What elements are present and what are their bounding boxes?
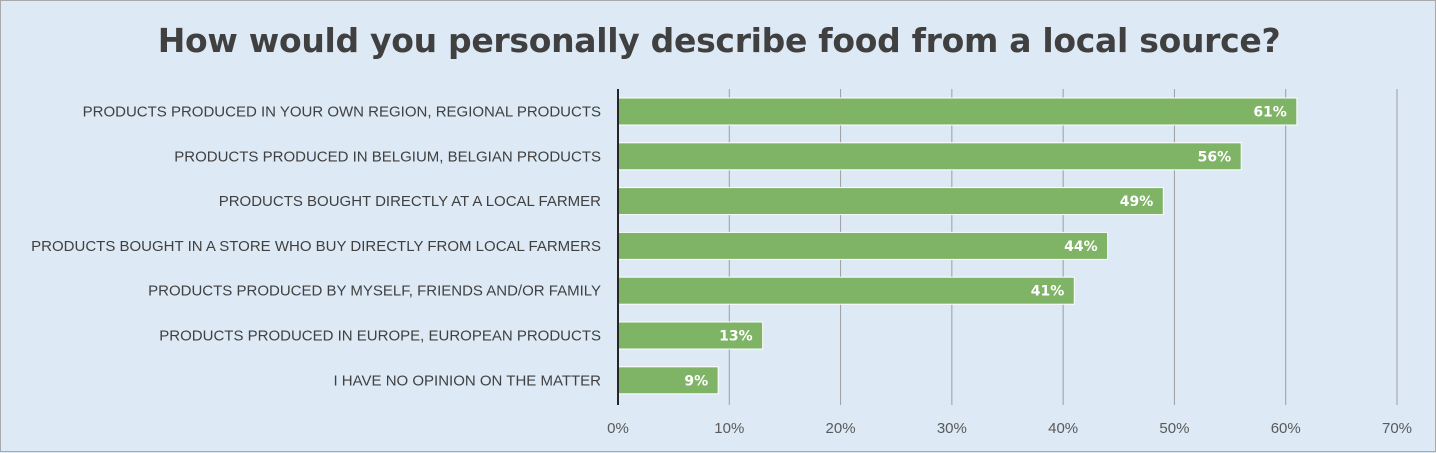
bar — [617, 187, 1164, 216]
x-tick-label: 70% — [1382, 420, 1412, 437]
bar — [617, 276, 1075, 305]
data-label: 13% — [719, 329, 753, 345]
x-tick-label: 20% — [826, 420, 856, 437]
bar — [617, 321, 764, 350]
x-tick-label: 60% — [1271, 420, 1301, 437]
category-label: PRODUCTS PRODUCED IN EUROPE, EUROPEAN PR… — [159, 328, 601, 345]
data-label: 56% — [1198, 149, 1232, 165]
x-tick-label: 30% — [937, 420, 967, 437]
category-label: PRODUCTS BOUGHT IN A STORE WHO BUY DIREC… — [31, 238, 601, 255]
data-label: 61% — [1253, 105, 1287, 121]
category-label: PRODUCTS PRODUCED IN BELGIUM, BELGIAN PR… — [174, 148, 601, 165]
x-tick-label: 10% — [714, 420, 744, 437]
data-label: 41% — [1031, 284, 1065, 300]
category-label: PRODUCTS PRODUCED IN YOUR OWN REGION, RE… — [83, 104, 601, 121]
category-label: PRODUCTS PRODUCED BY MYSELF, FRIENDS AND… — [148, 283, 601, 300]
bar — [617, 142, 1242, 171]
data-label: 49% — [1120, 194, 1154, 210]
x-tick-label: 0% — [607, 420, 629, 437]
bar — [617, 97, 1298, 126]
category-label: I HAVE NO OPINION ON THE MATTER — [333, 372, 601, 389]
x-tick-label: 50% — [1159, 420, 1189, 437]
bar — [617, 231, 1109, 260]
data-label: 9% — [684, 373, 708, 389]
x-tick-label: 40% — [1048, 420, 1078, 437]
category-label: PRODUCTS BOUGHT DIRECTLY AT A LOCAL FARM… — [219, 193, 601, 210]
chart-title: How would you personally describe food f… — [157, 21, 1281, 60]
data-label: 44% — [1064, 239, 1098, 255]
